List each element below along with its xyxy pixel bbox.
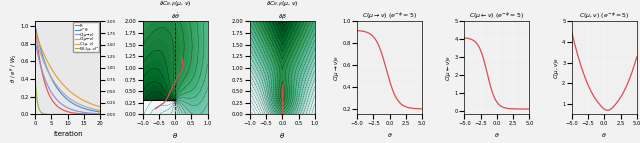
C(μ→ν)	[57, 103, 65, 104]
C(μ, ν)	[78, 99, 86, 101]
X-axis label: $\theta$: $\theta$	[279, 131, 285, 140]
C(μ←ν)	[39, 59, 47, 61]
Y-axis label: $C(\mu\leftarrow\nu)_\theta$: $C(\mu\leftarrow\nu)_\theta$	[444, 55, 453, 81]
θ̇	[39, 75, 47, 77]
C(μ←ν)	[31, 36, 39, 37]
X-axis label: $\theta$: $\theta$	[602, 131, 607, 139]
e^θ	[52, 86, 60, 88]
W₂(μ, ν)²	[72, 114, 80, 115]
W₂(μ, ν)²	[97, 114, 104, 115]
Line: C(μ←ν): C(μ←ν)	[35, 36, 100, 111]
Title: $C(\mu, \nu)\ (e^{-\phi}=5)$: $C(\mu, \nu)\ (e^{-\phi}=5)$	[579, 11, 630, 21]
C(μ→ν)	[79, 111, 86, 113]
C(μ←ν)	[72, 102, 80, 103]
θ̇	[52, 105, 60, 106]
e^θ	[57, 92, 65, 94]
C(μ→ν)	[97, 113, 104, 115]
Y-axis label: $C(\mu\to\nu)_\theta$: $C(\mu\to\nu)_\theta$	[332, 55, 341, 81]
e^θ	[78, 107, 86, 109]
C(μ←ν)	[79, 105, 86, 106]
Line: C(μ, ν): C(μ, ν)	[35, 31, 100, 107]
e^θ	[31, 25, 39, 27]
C(μ→ν)	[72, 110, 80, 112]
C(μ, ν)	[31, 30, 39, 32]
C(μ, ν)	[57, 81, 65, 83]
W₂(μ, ν)²	[79, 114, 86, 115]
C(μ, ν)	[39, 51, 47, 53]
Line: C(μ→ν): C(μ→ν)	[35, 42, 100, 114]
Line: W₂(μ, ν)²: W₂(μ, ν)²	[35, 77, 100, 114]
e^θ	[79, 107, 86, 109]
W₂(μ, ν)²	[52, 114, 60, 115]
X-axis label: $\theta$: $\theta$	[172, 131, 178, 140]
θ̇	[72, 112, 80, 114]
Y-axis label: $\theta$ / $e^\theta$ / $W_2$: $\theta$ / $e^\theta$ / $W_2$	[9, 53, 19, 83]
θ̇	[78, 113, 86, 115]
X-axis label: $\theta$: $\theta$	[494, 131, 500, 139]
W₂(μ, ν)²	[78, 114, 86, 115]
Line: θ̇: θ̇	[35, 26, 100, 114]
C(μ→ν)	[39, 73, 47, 75]
θ̇	[97, 113, 104, 115]
θ̇	[31, 25, 39, 27]
W₂(μ, ν)²	[31, 76, 39, 78]
C(μ←ν)	[57, 90, 65, 92]
C(μ, ν)	[72, 95, 80, 97]
C(μ, ν)	[52, 76, 60, 77]
W₂(μ, ν)²	[57, 114, 65, 115]
e^θ	[97, 111, 104, 113]
e^θ	[72, 104, 80, 106]
W₂(μ, ν)²	[39, 113, 47, 114]
Title: $C(\mu\to\nu)\ (e^{-\phi}=5)$: $C(\mu\to\nu)\ (e^{-\phi}=5)$	[362, 11, 417, 21]
C(μ, ν)	[79, 99, 86, 101]
Title: $\partial C_{\theta,\beta}(\mu, \nu)$
$\partial \dot{\theta}$: $\partial C_{\theta,\beta}(\mu, \nu)$ $\…	[159, 0, 191, 21]
X-axis label: $\theta$: $\theta$	[387, 131, 392, 139]
e^θ	[39, 56, 47, 58]
C(μ←ν)	[97, 110, 104, 111]
C(μ, ν)	[97, 106, 104, 108]
θ̇	[57, 108, 65, 110]
Line: e^θ: e^θ	[35, 26, 100, 112]
X-axis label: iteration: iteration	[53, 131, 83, 137]
C(μ→ν)	[78, 111, 86, 113]
Legend: θ̇, e^θ, C(μ→ν), C(μ←ν), C(μ, ν), W₂(μ, ν)²: θ̇, e^θ, C(μ→ν), C(μ←ν), C(μ, ν), W₂(μ, …	[74, 22, 99, 52]
Title: $C(\mu\leftarrow\nu)\ (e^{-\phi}=5)$: $C(\mu\leftarrow\nu)\ (e^{-\phi}=5)$	[469, 11, 525, 21]
C(μ←ν)	[78, 105, 86, 106]
C(μ→ν)	[31, 41, 39, 43]
θ̇	[79, 113, 86, 115]
C(μ←ν)	[52, 84, 60, 86]
C(μ→ν)	[52, 98, 60, 100]
Title: $\partial C_{\theta,\beta}(\mu, \nu)$
$\partial \beta$: $\partial C_{\theta,\beta}(\mu, \nu)$ $\…	[266, 0, 298, 21]
Y-axis label: $C(\mu, \nu)_\theta$: $C(\mu, \nu)_\theta$	[552, 57, 561, 79]
